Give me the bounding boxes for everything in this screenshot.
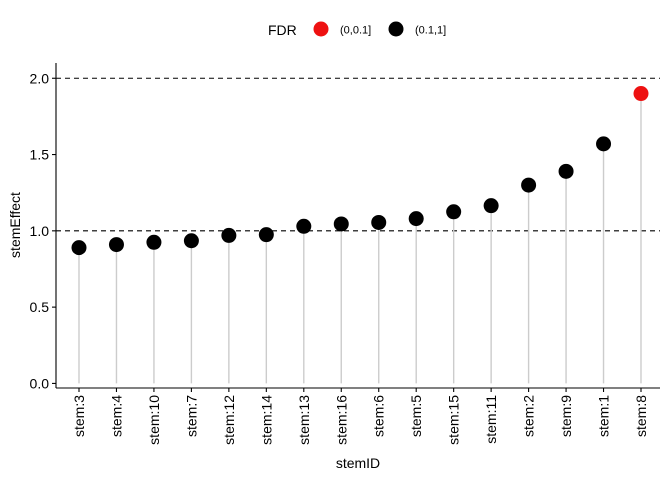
legend-title: FDR xyxy=(268,22,297,38)
data-point xyxy=(296,218,312,234)
data-point xyxy=(446,204,462,220)
data-point xyxy=(258,227,274,243)
x-tick-label: stem:16 xyxy=(333,395,349,445)
legend-swatch-fdr-high xyxy=(388,21,404,37)
data-point xyxy=(633,86,649,102)
x-tick-label: stem:12 xyxy=(221,395,237,445)
x-tick-label: stem:10 xyxy=(146,395,162,445)
y-tick-label: 2.0 xyxy=(30,70,50,86)
data-point xyxy=(408,211,424,227)
x-tick-label: stem:9 xyxy=(558,395,574,437)
reference-lines xyxy=(56,77,660,232)
lollipop-stems xyxy=(78,93,642,384)
y-axis-title: stemEffect xyxy=(7,192,23,258)
x-tick-label: stem:2 xyxy=(521,395,537,437)
data-point xyxy=(558,163,574,179)
x-tick-label: stem:14 xyxy=(258,395,274,445)
x-tick-label: stem:3 xyxy=(71,395,87,437)
x-tick-label: stem:13 xyxy=(296,395,312,445)
data-point xyxy=(596,136,612,152)
x-tick-label: stem:6 xyxy=(371,395,387,437)
data-point xyxy=(183,233,199,249)
data-point xyxy=(108,237,124,253)
legend: FDR (0,0.1] (0.1,1] xyxy=(268,21,446,38)
data-point xyxy=(221,227,237,243)
data-point xyxy=(146,234,162,250)
y-tick-label: 1.0 xyxy=(30,223,50,239)
legend-swatch-fdr-low xyxy=(313,21,329,37)
legend-label-fdr-high: (0.1,1] xyxy=(415,25,446,37)
y-tick-label: 0.0 xyxy=(30,375,50,391)
data-point xyxy=(371,214,387,230)
x-tick-label: stem:5 xyxy=(408,395,424,437)
x-tick-label: stem:4 xyxy=(108,395,124,437)
data-point xyxy=(71,240,87,256)
data-point xyxy=(483,198,499,214)
x-tick-label: stem:15 xyxy=(446,395,462,445)
x-axis-ticks: stem:3 stem:4 stem:10 stem:7 stem:12 stem:14 s… xyxy=(71,388,649,445)
data-point xyxy=(333,216,349,232)
x-tick-label: stem:8 xyxy=(633,395,649,437)
lollipop-points xyxy=(71,86,649,256)
x-tick-label: stem:1 xyxy=(596,395,612,437)
legend-label-fdr-low: (0,0.1] xyxy=(340,25,371,37)
y-tick-label: 1.5 xyxy=(30,147,50,163)
x-axis-title: stemID xyxy=(336,455,380,471)
data-point xyxy=(521,177,537,193)
x-tick-label: stem:11 xyxy=(483,395,499,444)
y-tick-label: 0.5 xyxy=(30,299,50,315)
y-axis-ticks: 0.0 0.5 1.0 1.5 2.0 xyxy=(30,70,56,391)
x-tick-label: stem:7 xyxy=(183,395,199,437)
